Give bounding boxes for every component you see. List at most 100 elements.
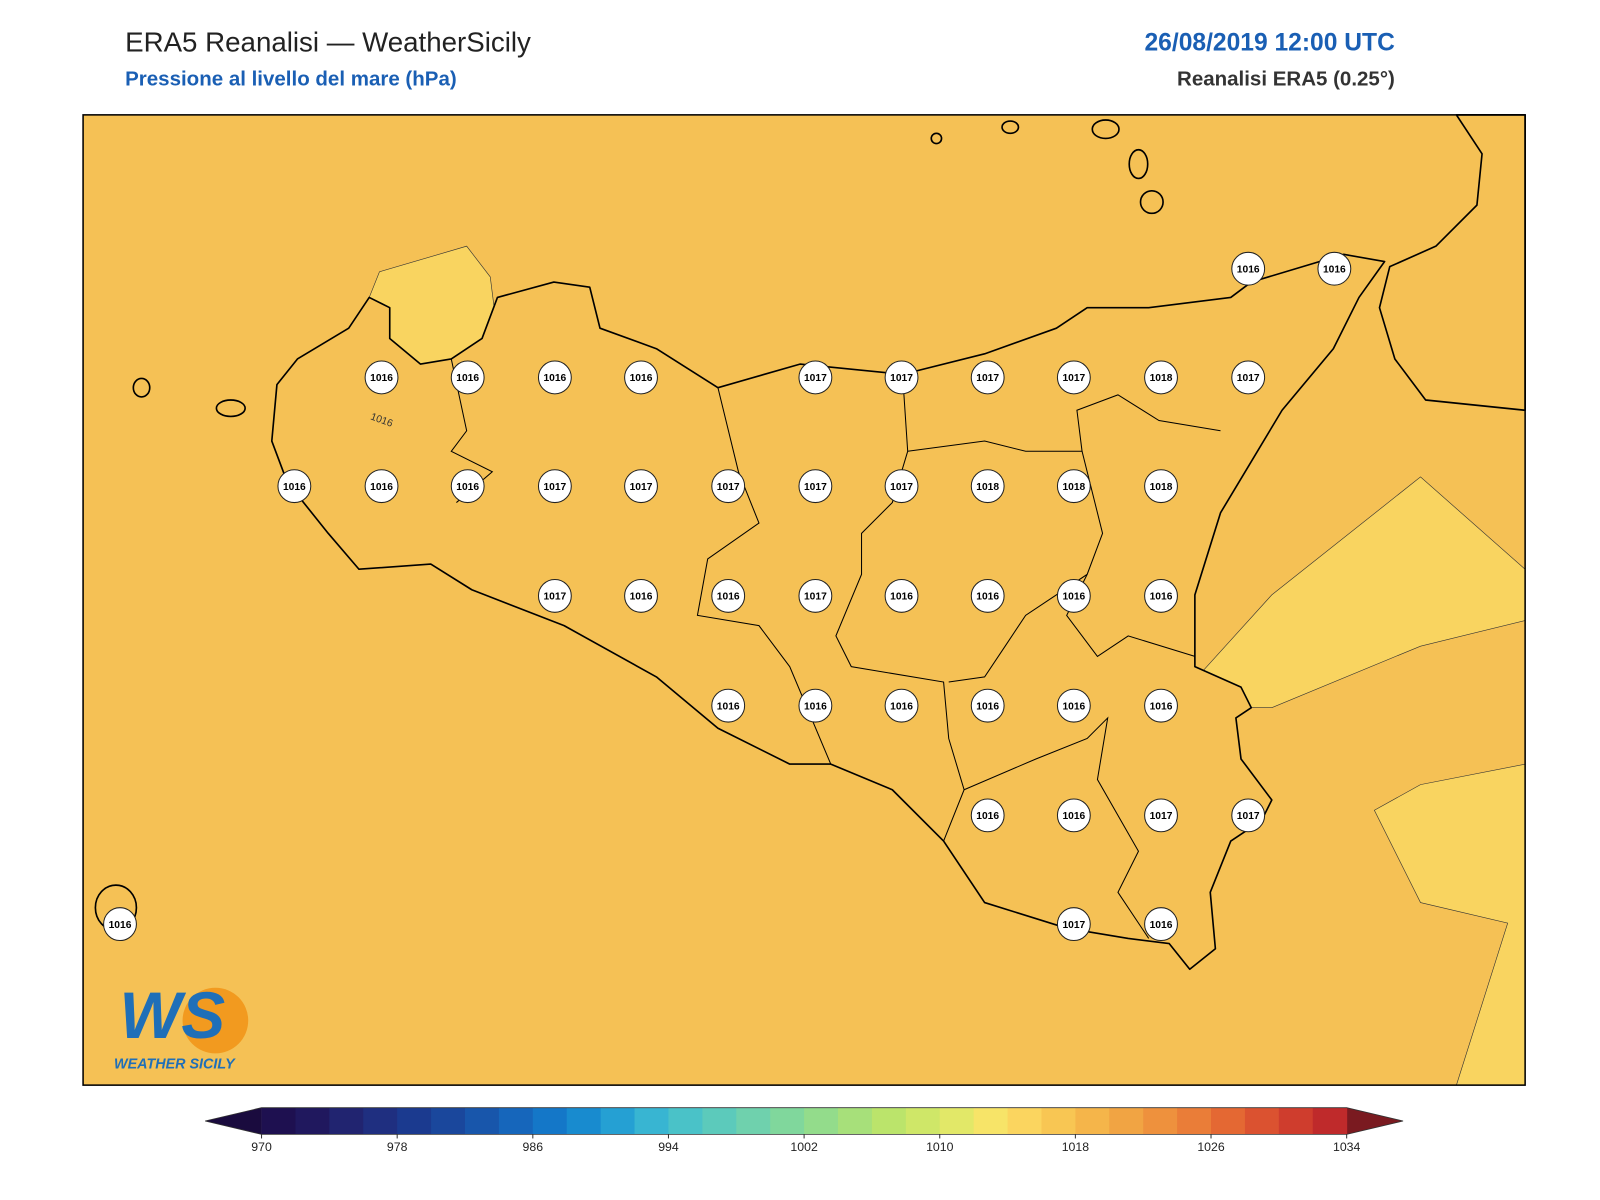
station-marker — [277, 469, 312, 504]
colorbar-tick-label: 1026 — [1197, 1140, 1225, 1154]
station-value: 1016 — [1150, 701, 1173, 712]
station-value: 1016 — [890, 701, 913, 712]
stations: 1016 1016 1016 1016 1016 1016 1017 1017 1017 1017… — [103, 251, 1352, 942]
station-value: 1016 — [1323, 264, 1346, 275]
colorbar-box — [838, 1107, 873, 1135]
station-value: 1016 — [804, 701, 827, 712]
colorbar-box — [295, 1107, 330, 1135]
station-marker — [798, 688, 833, 723]
colorbar-box — [1177, 1107, 1212, 1135]
colorbar-box — [465, 1107, 500, 1135]
station-marker — [624, 469, 658, 504]
station-marker — [537, 469, 572, 504]
station-value: 1016 — [1150, 920, 1173, 931]
station-marker — [1231, 798, 1266, 833]
station-value: 1018 — [976, 482, 999, 493]
station-marker — [103, 907, 137, 942]
island — [132, 377, 151, 398]
colorbar-box — [1041, 1107, 1076, 1135]
station-value: 1016 — [976, 701, 999, 712]
station-value: 1016 — [1062, 592, 1085, 603]
station-value: 1016 — [976, 592, 999, 603]
colorbar-box — [871, 1107, 907, 1135]
station-value: 1017 — [1237, 373, 1260, 384]
colorbar-box — [600, 1107, 636, 1135]
title: ERA5 Reanalisi — WeatherSicily — [125, 26, 531, 57]
station-value: 1017 — [804, 482, 827, 493]
colorbar-box — [702, 1107, 737, 1135]
station-value: 1018 — [1150, 373, 1173, 384]
station-value: 1016 — [1150, 592, 1173, 603]
station-marker — [1056, 469, 1091, 504]
station-value: 1017 — [890, 373, 913, 384]
colorbar-box — [736, 1107, 771, 1135]
station-marker — [970, 578, 1005, 613]
logo-mark: WS — [119, 979, 225, 1052]
station-marker — [884, 360, 919, 395]
station-value: 1016 — [976, 811, 999, 822]
colorbar-tick-label: 1034 — [1333, 1140, 1361, 1154]
colorbar: 970 978 986 994 1002 1010 1018 1026 1034 — [205, 1107, 1404, 1154]
colorbar-tick-label: 970 — [251, 1140, 272, 1154]
station-value: 1018 — [1150, 482, 1173, 493]
station-value: 1016 — [370, 373, 393, 384]
station-value: 1017 — [1062, 373, 1085, 384]
station-value: 1017 — [890, 482, 913, 493]
colorbar-box — [498, 1107, 534, 1135]
colorbar-box — [939, 1107, 975, 1135]
station-marker — [1144, 469, 1178, 504]
map-frame — [82, 114, 1526, 1086]
station-value: 1017 — [630, 482, 653, 493]
station-value: 1017 — [1237, 811, 1260, 822]
sicily-coast — [270, 253, 1386, 971]
station-value: 1017 — [1150, 811, 1173, 822]
station-marker — [1056, 798, 1091, 833]
colorbar-box — [1211, 1107, 1246, 1135]
station-value: 1017 — [804, 373, 827, 384]
island — [215, 399, 246, 418]
station-value: 1016 — [890, 592, 913, 603]
colorbar-box — [397, 1107, 432, 1135]
station-marker — [450, 360, 485, 395]
station-marker — [1144, 360, 1178, 395]
station-marker — [1317, 251, 1352, 286]
station-value: 1016 — [1062, 701, 1085, 712]
colorbar-tick-label: 1018 — [1062, 1140, 1090, 1154]
logo: WS WEATHER SICILY — [114, 979, 249, 1072]
station-marker — [970, 798, 1005, 833]
island — [1091, 119, 1120, 140]
station-marker — [798, 469, 833, 504]
station-value: 1017 — [717, 482, 740, 493]
station-value: 1016 — [283, 482, 306, 493]
station-marker — [1144, 798, 1178, 833]
station-value: 1016 — [109, 920, 132, 931]
logo-sun — [182, 987, 249, 1054]
colorbar-box — [634, 1107, 669, 1135]
station-marker — [1056, 688, 1091, 723]
station-marker — [884, 688, 919, 723]
island — [930, 132, 943, 145]
station-marker — [537, 578, 572, 613]
colorbar-box — [804, 1107, 839, 1135]
station-marker — [1144, 688, 1178, 723]
colorbar-box — [770, 1107, 805, 1135]
map: 1016 — [82, 114, 1526, 1086]
subtitle: Pressione al livello del mare (hPa) — [125, 67, 457, 90]
colorbar-over — [1346, 1107, 1404, 1135]
colorbar-tick-label: 1002 — [790, 1140, 818, 1154]
station-marker — [537, 360, 572, 395]
station-value: 1016 — [630, 373, 653, 384]
colorbar-box — [1075, 1107, 1110, 1135]
station-value: 1016 — [717, 701, 740, 712]
station-value: 1016 — [630, 592, 653, 603]
station-value: 1016 — [370, 482, 393, 493]
station-marker — [970, 360, 1005, 395]
colorbar-box — [1109, 1107, 1144, 1135]
colorbar-box — [973, 1107, 1009, 1135]
colorbar-box — [431, 1107, 466, 1135]
station-value: 1017 — [804, 592, 827, 603]
logo-name: WEATHER SICILY — [114, 1056, 236, 1072]
colorbar-box — [261, 1107, 296, 1135]
colorbar-tick-label: 986 — [523, 1140, 544, 1154]
station-value: 1016 — [717, 592, 740, 603]
